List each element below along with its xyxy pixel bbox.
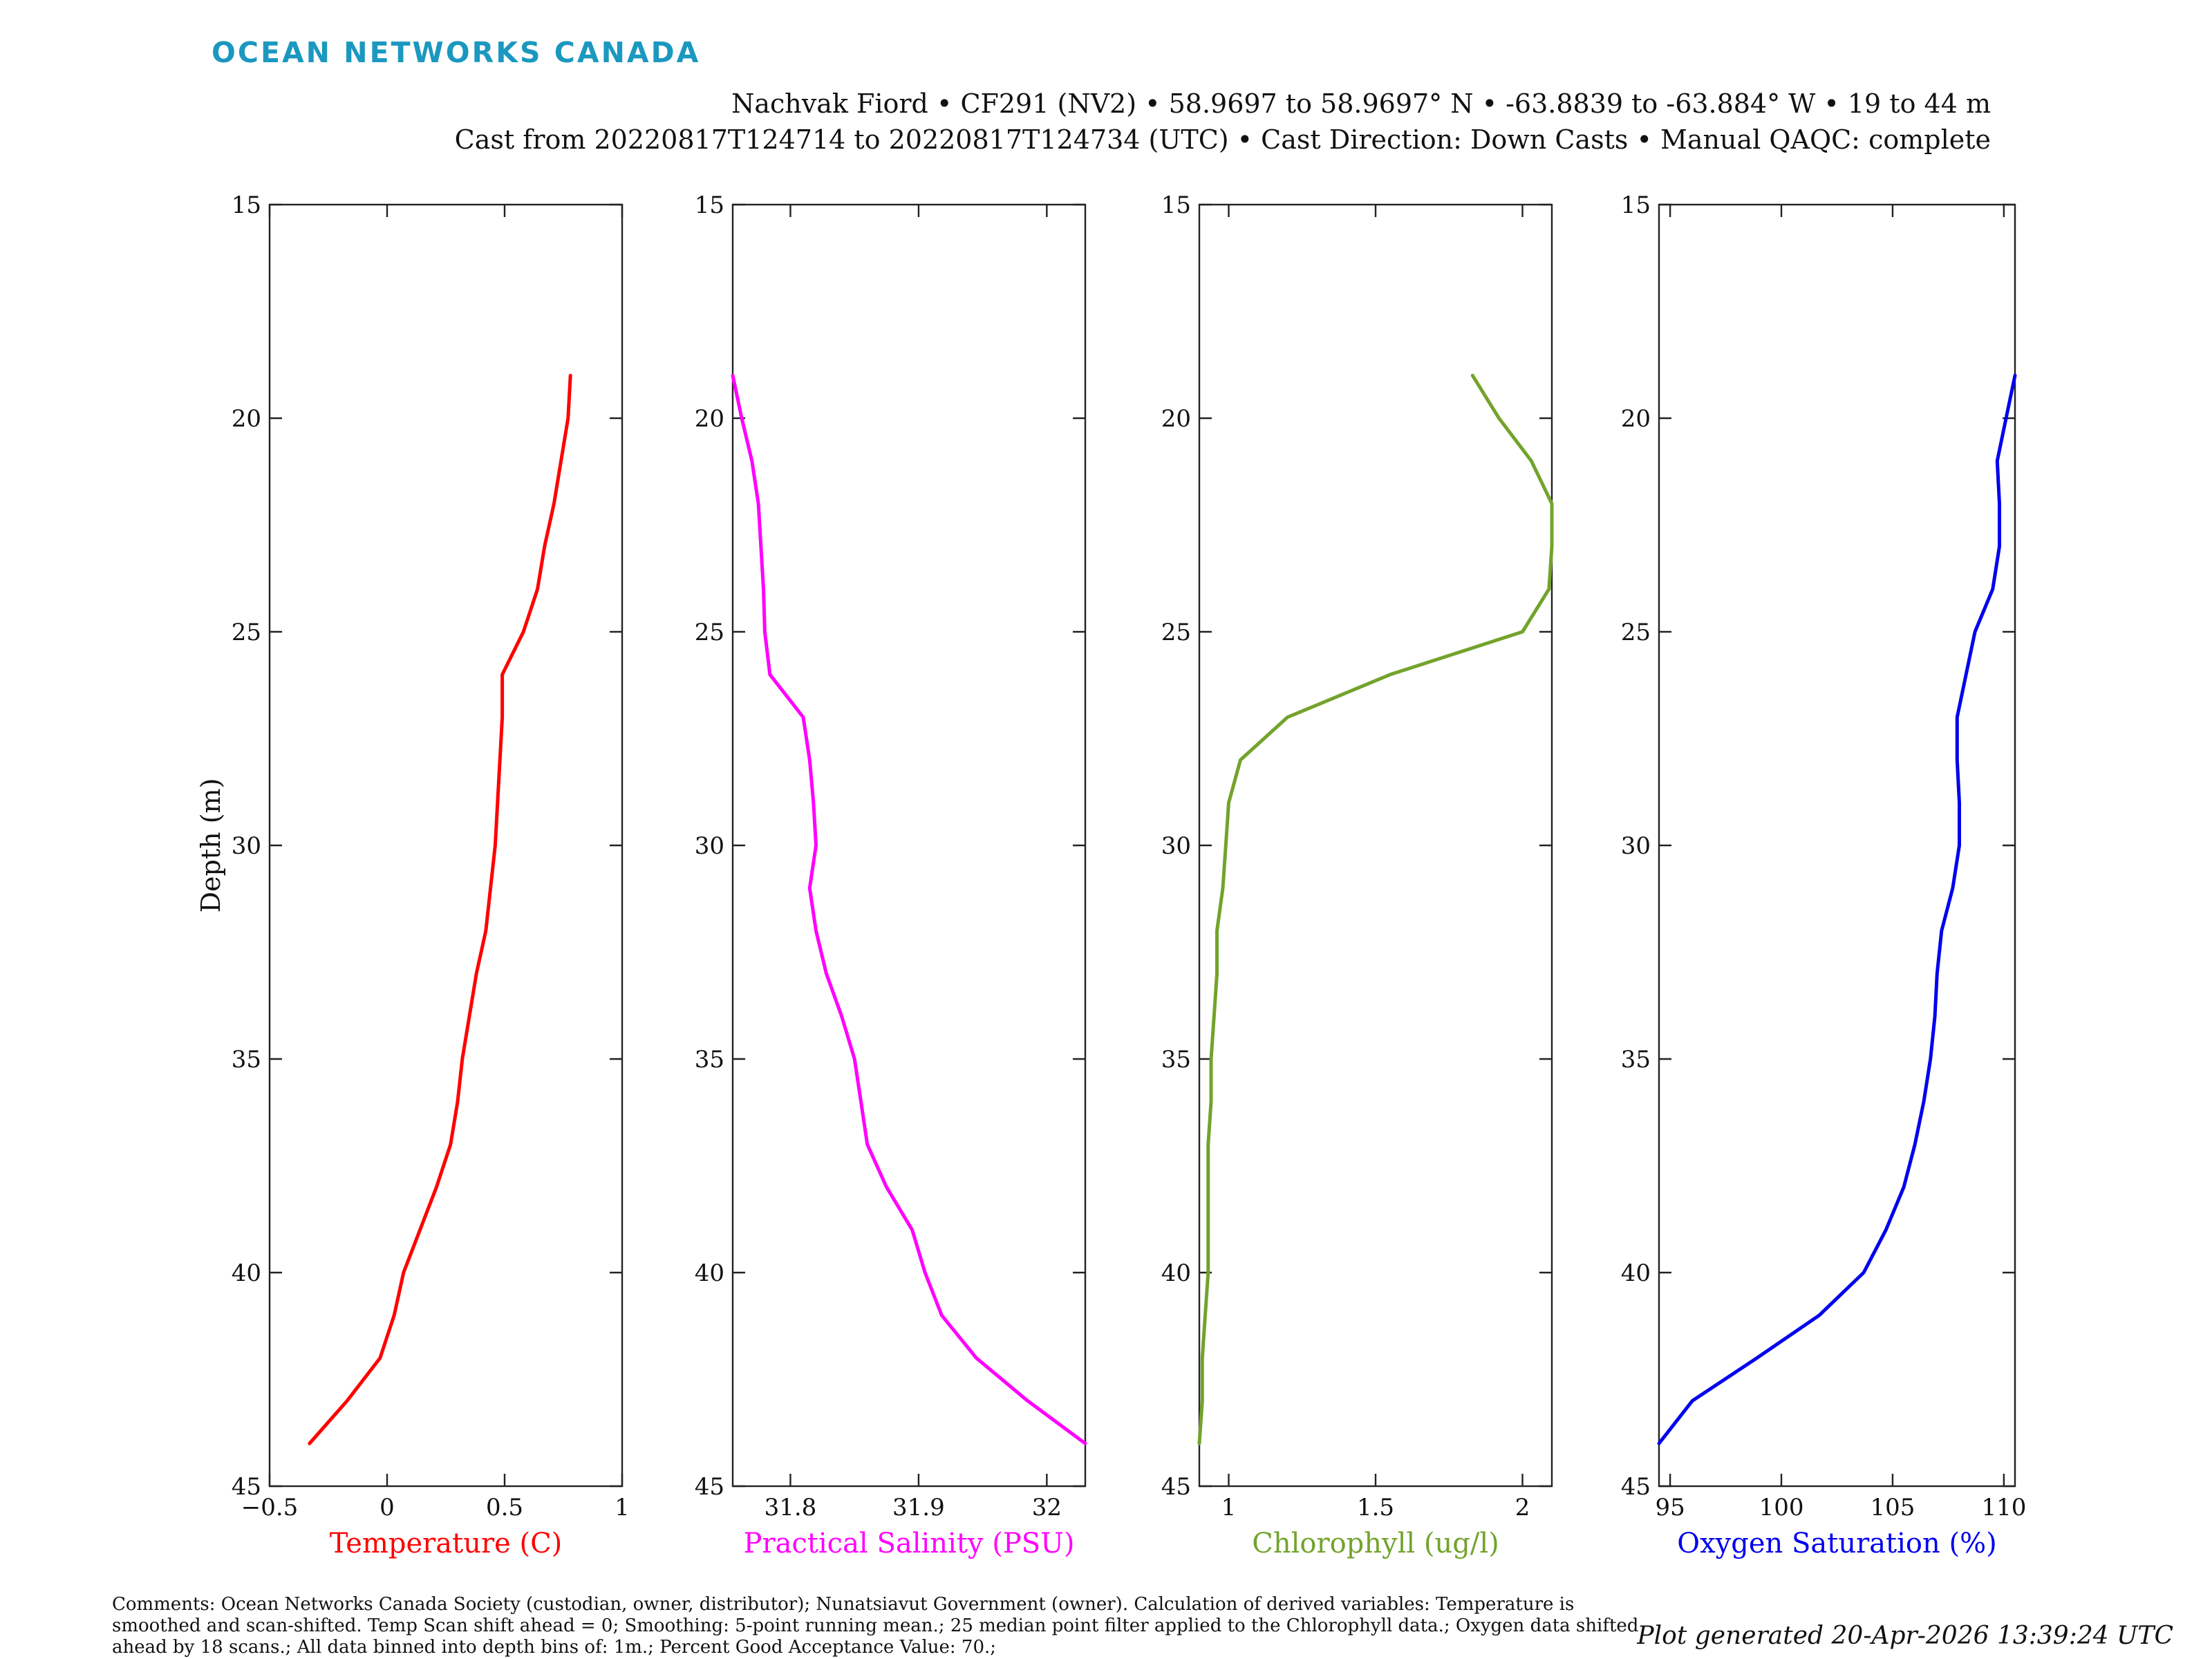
oxygen-ytick-label: 45: [1621, 1473, 1651, 1501]
salinity-xtick-label: 31.9: [892, 1494, 945, 1521]
oxygen-ytick-label: 20: [1621, 405, 1651, 433]
temperature-xtick-label: 0: [379, 1494, 395, 1521]
oxygen-ytick-label: 30: [1621, 832, 1651, 860]
plot-generated-timestamp: Plot generated 20-Apr-2026 13:39:24 UTC: [1637, 1622, 2173, 1650]
oxygen-ytick-label: 15: [1621, 191, 1651, 219]
oxygen-ytick-label: 35: [1621, 1046, 1651, 1074]
oxygen-xtick-label: 110: [1981, 1494, 2026, 1521]
chlorophyll-ytick-label: 15: [1161, 191, 1191, 219]
salinity-ytick-label: 25: [695, 619, 724, 646]
brand-logo: OCEAN NETWORKS CANADA: [212, 36, 701, 69]
chlorophyll-ytick-label: 35: [1161, 1046, 1191, 1074]
salinity-axes-box: [731, 203, 1087, 1488]
chlorophyll-ytick-label: 30: [1161, 832, 1191, 860]
temperature-ytick-label: 35: [232, 1046, 261, 1074]
temperature-ylabel: Depth (m): [196, 778, 226, 913]
temperature-xtick-label: 1: [615, 1494, 630, 1521]
chlorophyll-xlabel: Chlorophyll (ug/l): [1252, 1528, 1499, 1559]
oxygen-xlabel: Oxygen Saturation (%): [1677, 1528, 1996, 1559]
chlorophyll-ytick-label: 45: [1161, 1473, 1191, 1501]
chlorophyll-xtick-label: 1: [1221, 1494, 1237, 1521]
chlorophyll-ytick-label: 40: [1161, 1259, 1191, 1287]
salinity-ytick-label: 40: [695, 1259, 724, 1287]
plot-title-line-2: Cast from 20220817T124714 to 20220817T12…: [454, 124, 1991, 155]
chlorophyll-xtick-label: 2: [1515, 1494, 1530, 1521]
oxygen-xtick-label: 95: [1655, 1494, 1685, 1521]
comments-text: Comments: Ocean Networks Canada Society …: [112, 1594, 1639, 1658]
chlorophyll-axes-box: [1198, 203, 1553, 1488]
temperature-series-line: [308, 373, 572, 1445]
temperature-ytick-label: 45: [232, 1473, 261, 1501]
chlorophyll-ytick-label: 20: [1161, 405, 1191, 433]
oxygen-ytick-label: 40: [1621, 1259, 1651, 1287]
chlorophyll-ytick-label: 25: [1161, 619, 1191, 646]
oxygen-ytick-label: 25: [1621, 619, 1651, 646]
temperature-ytick-label: 25: [232, 619, 261, 646]
temperature-ytick-label: 20: [232, 405, 261, 433]
salinity-ytick-label: 15: [695, 191, 724, 219]
chlorophyll-series-line: [1197, 373, 1554, 1445]
oxygen-xtick-label: 100: [1759, 1494, 1804, 1521]
salinity-xtick-label: 31.8: [765, 1494, 817, 1521]
temperature-xlabel: Temperature (C): [330, 1528, 563, 1559]
salinity-series-line: [731, 373, 1087, 1445]
temperature-ytick-label: 15: [232, 191, 261, 219]
salinity-xtick-label: 32: [1032, 1494, 1062, 1521]
salinity-ytick-label: 20: [695, 405, 724, 433]
oxygen-xtick-label: 105: [1871, 1494, 1915, 1521]
oxygen-series-line: [1657, 373, 2017, 1445]
temperature-xtick-label: −0.5: [241, 1494, 299, 1521]
temperature-ytick-label: 30: [232, 832, 261, 860]
salinity-xlabel: Practical Salinity (PSU): [744, 1528, 1075, 1559]
temperature-xtick-label: 0.5: [486, 1494, 523, 1521]
oxygen-axes-box: [1658, 203, 2016, 1488]
temperature-ytick-label: 40: [232, 1259, 261, 1287]
salinity-ytick-label: 30: [695, 832, 724, 860]
plot-title-line-1: Nachvak Fiord • CF291 (NV2) • 58.9697 to…: [731, 88, 1991, 119]
chlorophyll-xtick-label: 1.5: [1357, 1494, 1394, 1521]
salinity-ytick-label: 45: [695, 1473, 724, 1501]
salinity-ytick-label: 35: [695, 1046, 724, 1074]
